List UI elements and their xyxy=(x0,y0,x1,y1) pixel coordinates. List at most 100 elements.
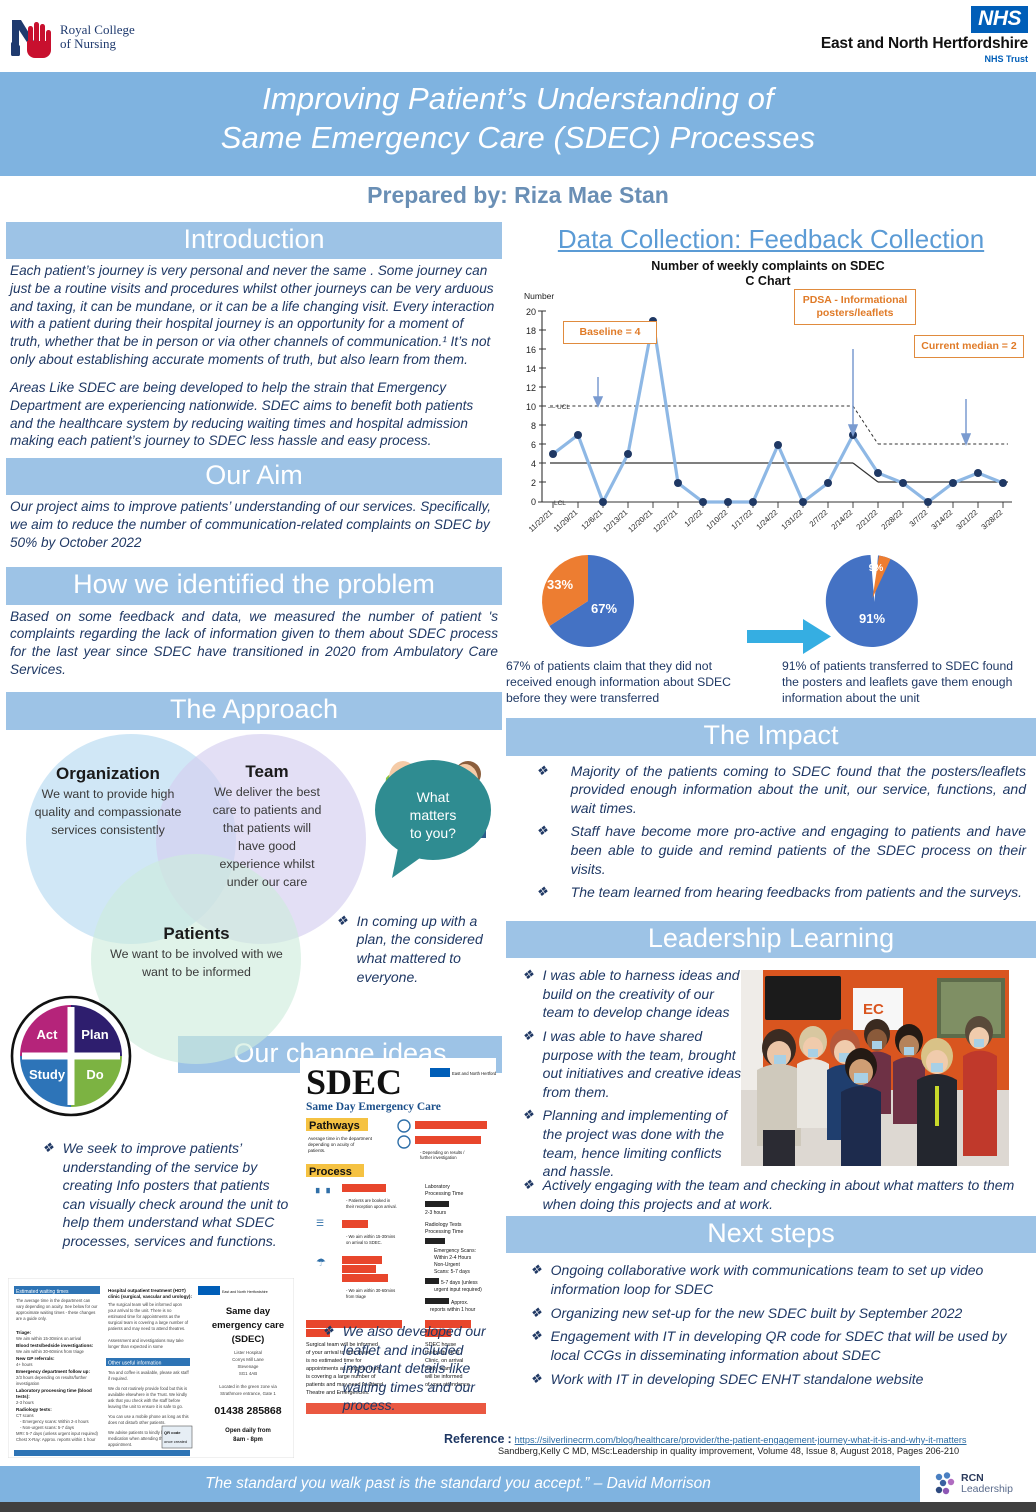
svg-text:of your arrival to unit, there: of your arrival to unit, there xyxy=(306,1350,370,1356)
svg-text:if required.: if required. xyxy=(108,1376,128,1381)
svg-text:Pathways: Pathways xyxy=(309,1120,360,1132)
chart-title-line2: C Chart xyxy=(745,274,791,288)
pdsa-cycle-wheel: Plan Do Study Act xyxy=(10,995,132,1117)
svg-text:Estimated waiting times: Estimated waiting times xyxy=(16,1289,69,1295)
svg-text:8am - 8pm: 8am - 8pm xyxy=(233,1437,263,1443)
svg-text:The surgical team will be info: The surgical team will be informed upon xyxy=(108,1302,183,1307)
section-header-leadership-learning: Leadership Learning xyxy=(506,920,1036,959)
svg-text:from triage: from triage xyxy=(346,1294,367,1299)
list-item: ❖ Organizing new set-up for the new SDEC… xyxy=(530,1304,1026,1323)
svg-text:2-3 hours: 2-3 hours xyxy=(16,1400,34,1405)
svg-text:Within 2-4 Hours: Within 2-4 Hours xyxy=(434,1255,472,1261)
svg-text:12: 12 xyxy=(526,383,536,393)
svg-text:We aim within 30-60mins from t: We aim within 30-60mins from triage xyxy=(16,1349,85,1354)
diamond-bullet-icon: ❖ xyxy=(530,1262,542,1278)
svg-text:SDEC: SDEC xyxy=(306,1062,402,1102)
leadership-body: ❖ I was able to harness ideas and build … xyxy=(506,958,1036,1216)
svg-text:The average time in the depart: The average time in the department can xyxy=(16,1298,91,1303)
svg-text:vary depending on acuity. See: vary depending on acuity. See below for … xyxy=(16,1304,98,1309)
venn-title-patients: Patients xyxy=(163,923,230,943)
approach-note-text: In coming up with a plan, the considered… xyxy=(356,912,483,985)
rcn-logo-line1: Royal College xyxy=(60,21,135,37)
list-item: ❖ Staff have become more pro-active and … xyxy=(522,822,1026,878)
leadership-bullet-4: Actively engaging with the team and chec… xyxy=(542,1177,1015,1212)
pie-before: 33% 67% 67% of patients claim that they … xyxy=(506,551,756,706)
svg-text:QR code: QR code xyxy=(164,1430,181,1435)
nhs-trust-sub: NHS Trust xyxy=(984,54,1028,64)
c-chart: Number of weekly complaints on SDEC C Ch… xyxy=(506,257,1030,545)
svg-text:1/10/22: 1/10/22 xyxy=(704,508,729,532)
list-item: ❖ Work with IT in developing SDEC ENHT s… xyxy=(530,1370,1026,1389)
pie-comparison: 33% 67% 67% of patients claim that they … xyxy=(506,551,1036,706)
list-item: ❖ Majority of the patients coming to SDE… xyxy=(522,762,1026,818)
svg-text:Strathmore entrance, Gate 1: Strathmore entrance, Gate 1 xyxy=(220,1391,276,1396)
svg-text:Radiology tests:: Radiology tests: xyxy=(16,1407,52,1412)
svg-text:clinic (surgical, vascular and: clinic (surgical, vascular and urology): xyxy=(108,1294,192,1299)
svg-text:2: 2 xyxy=(531,478,536,488)
svg-text:frailty team: frailty team xyxy=(425,1366,452,1372)
pie-chart-after: 9% 91% xyxy=(825,555,918,647)
svg-text:Process: Process xyxy=(309,1166,352,1178)
svg-text:emergency care: emergency care xyxy=(212,1320,284,1331)
chart-title-line1: Number of weekly complaints on SDEC xyxy=(651,259,885,273)
nhs-trust-name: East and North Hertfordshire xyxy=(820,35,1028,52)
svg-text:Clinic, on arrival: Clinic, on arrival xyxy=(425,1358,463,1364)
svg-text:Scans: 5-7 days: Scans: 5-7 days xyxy=(434,1269,470,1275)
svg-text:CT scans: CT scans xyxy=(16,1413,34,1418)
pie-row: 33% 67% 67% of patients claim that they … xyxy=(506,551,1036,706)
impact-bullet-1: Majority of the patients coming to SDEC … xyxy=(570,762,1026,816)
svg-text:Hospital outpatient treatment: Hospital outpatient treatment (HOT) xyxy=(108,1288,186,1293)
svg-text:Non-Urgent: Non-Urgent xyxy=(434,1262,460,1268)
our-aim-body: Our project aims to improve patients’ un… xyxy=(10,499,492,550)
svg-text:18: 18 xyxy=(526,326,536,336)
svg-text:–– UCL: –– UCL xyxy=(548,404,570,411)
svg-text:(SDEC): (SDEC) xyxy=(232,1334,265,1345)
what-matters-to-you-illustration: What matters to you? xyxy=(358,748,506,888)
transition-arrow-icon xyxy=(747,619,831,660)
section-header-introduction: Introduction xyxy=(6,222,502,260)
reference-label: Reference xyxy=(444,1432,505,1446)
approach-venn-diagram: Organization We want to provide high qua… xyxy=(26,733,376,1064)
svg-text:LCL: LCL xyxy=(554,500,566,507)
svg-text:does not disturb other patient: does not disturb other patients. xyxy=(108,1420,166,1425)
identified-problem-body: Based on some feedback and data, we meas… xyxy=(10,608,498,677)
right-column: Data Collection: Feedback Collection Num… xyxy=(506,222,1036,1393)
leadership-bullets: ❖ I was able to harness ideas and build … xyxy=(522,966,744,1186)
next-steps-bullet-1: Ongoing collaborative work with communic… xyxy=(550,1262,984,1298)
svg-text:2/21/22: 2/21/22 xyxy=(854,508,879,532)
leadership-bullet-wide-wrap: ❖ Actively engaging with the team and ch… xyxy=(522,1176,1022,1218)
diamond-bullet-icon: ❖ xyxy=(522,1028,534,1043)
svg-text:investigation: investigation xyxy=(16,1381,40,1386)
introduction-paragraph-1: Each patient’s journey is very personal … xyxy=(10,263,495,367)
svg-text:4+ hours: 4+ hours xyxy=(16,1362,32,1367)
svg-text:your arrival to the unit. Ther: your arrival to the unit. There is no xyxy=(108,1308,172,1313)
diamond-bullet-icon: ❖ xyxy=(530,1328,542,1344)
bottom-dark-bar xyxy=(0,1502,1036,1512)
next-steps-bullets: ❖ Ongoing collaborative work with commun… xyxy=(506,1253,1036,1388)
rcn-logo-text: Royal College of Nursing xyxy=(60,21,135,51)
svg-text:Laboratory: Laboratory xyxy=(425,1184,450,1190)
section-header-the-approach: The Approach xyxy=(6,692,502,730)
rcn-logo-line2: of Nursing xyxy=(60,36,116,51)
svg-text:is covering a large number of: is covering a large number of xyxy=(306,1374,376,1380)
reference-link[interactable]: https://silverlinecrm.com/blog/healthcar… xyxy=(514,1435,967,1445)
svg-text:20: 20 xyxy=(526,307,536,317)
venn-title-organization: Organization xyxy=(56,763,160,783)
venn-label-team: Team We deliver the best care to patient… xyxy=(212,762,322,891)
svg-text:Approx.: Approx. xyxy=(451,1300,468,1306)
pie-chart-before: 33% 67% xyxy=(542,555,635,647)
next-steps-bullet-3: Engagement with IT in developing QR code… xyxy=(550,1328,1007,1363)
svg-text:4: 4 xyxy=(531,459,536,469)
svg-text:Lister Hospital: Lister Hospital xyxy=(234,1350,262,1355)
list-item: ❖ We seek to improve patients’ understan… xyxy=(42,1139,294,1251)
svg-text:New GP referrals:: New GP referrals: xyxy=(16,1356,55,1361)
svg-text:medication when attending thei: medication when attending their xyxy=(108,1436,168,1441)
svg-text:☰: ☰ xyxy=(316,1218,324,1228)
list-item: ❖ Planning and implementing of the proje… xyxy=(522,1106,744,1180)
footer-quote: The standard you walk past is the standa… xyxy=(205,1475,711,1492)
sdec-leaflet-thumbnail: Estimated waiting times The average time… xyxy=(8,1278,294,1458)
svg-text:- Depending on results /: - Depending on results / xyxy=(420,1150,465,1155)
impact-bullet-2: Staff have become more pro-active and en… xyxy=(570,823,1026,877)
leadership-bullet-3: Planning and implementing of the project… xyxy=(542,1107,728,1180)
svg-text:Surgical team will be informed: Surgical team will be informed xyxy=(306,1342,378,1348)
